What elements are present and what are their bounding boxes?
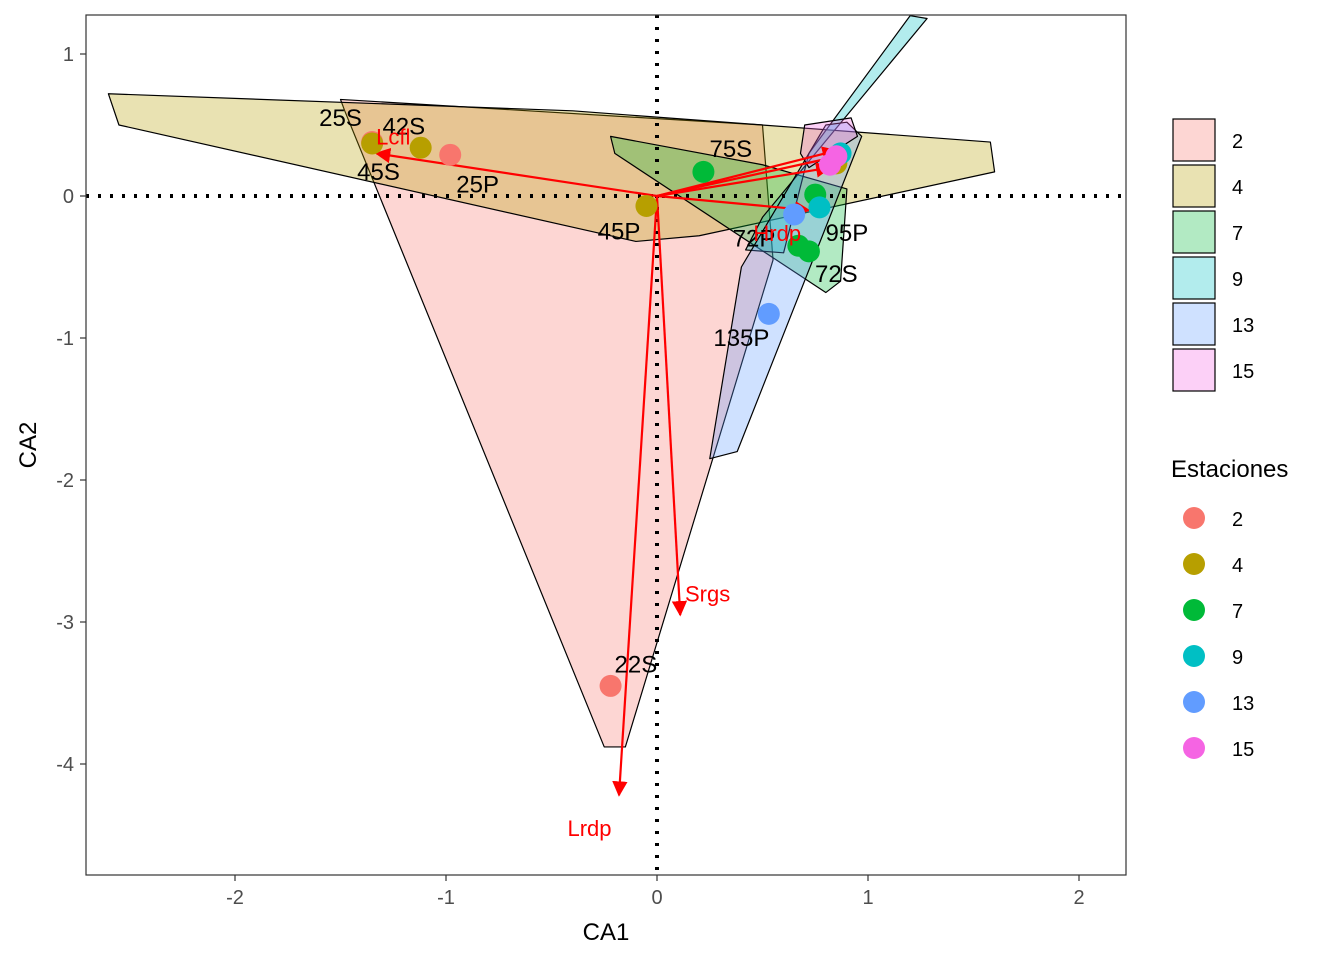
legend-color-label: 15 [1232,739,1254,761]
y-axis-title: CA2 [15,422,42,469]
legend-fill-key-13 [1172,302,1216,346]
legend-color-label: 9 [1232,647,1243,669]
arrow-label-lcfl: Lcfl [376,124,410,149]
legend-fill-key-15 [1172,348,1216,392]
point-group-13 [757,302,780,325]
legend-fill-key-4 [1172,164,1216,208]
legend-color-label: 7 [1232,601,1243,623]
hull-group-9 [745,15,928,254]
legend-fill-label: 13 [1232,315,1254,337]
legend-fill-key-9 [1172,256,1216,300]
y-tick-label: -4 [56,754,74,776]
point-label: 75S [709,136,752,163]
point-group-9 [808,196,831,219]
legend-fill-key-2 [1172,118,1216,162]
y-tick-label: -2 [56,470,74,492]
arrow-unlabeled-6 [656,151,840,198]
point-group-4 [635,194,658,217]
point-label: 45P [598,219,641,246]
x-tick-label: 2 [1073,887,1084,909]
x-tick-label: 0 [651,887,662,909]
point-label: 72P [733,226,776,253]
point-group-13 [783,203,806,226]
x-tick-label: -2 [226,887,244,909]
legend-fill-label: 4 [1232,177,1243,199]
arrow-lrdp [612,195,659,797]
plot-border [85,14,1127,876]
legend-color-key-9 [1183,645,1205,667]
point-label: 72S [815,261,858,288]
y-tick-label: -1 [56,328,74,350]
legend-fill-key-7 [1172,210,1216,254]
group-hulls [107,15,996,748]
variable-arrows [374,146,840,797]
y-tick-label: 1 [63,44,74,66]
point-group-15 [819,153,842,176]
y-tick-label: 0 [63,186,74,208]
legend-color-label: 13 [1232,693,1254,715]
arrow-unlabeled-5 [656,162,832,198]
arrow-lcfl [374,147,658,198]
point-label: 42S [382,113,425,140]
color-legend: Estaciones 2 4 7 9 13 15 [1171,456,1288,761]
point-group-7 [797,240,820,263]
x-tick-label: 1 [862,887,873,909]
legend-color-key-2 [1183,507,1205,529]
legend-color-key-13 [1183,691,1205,713]
legend-color-label: 4 [1232,555,1243,577]
point-group-7 [692,160,715,183]
point-group-4 [361,132,384,155]
legend-fill-label: 9 [1232,269,1243,291]
axes: -2 -1 0 1 2 1 0 -1 -2 -3 -4 [56,44,1084,909]
legend-fill-label: 15 [1232,361,1254,383]
data-points [361,131,852,697]
arrow-label-srgs: Srgs [685,582,730,607]
arrow-hrdp [656,194,811,217]
arrow-srgs [655,195,688,617]
legend-title: Estaciones [1171,456,1288,483]
arrow-label-hrdp: Hrdp [753,221,801,246]
x-tick-label: -1 [437,887,455,909]
legend-fill-label: 7 [1232,223,1243,245]
reference-lines [86,15,1126,875]
legend-color-key-7 [1183,599,1205,621]
fill-legend: 2 4 7 9 13 15 [1172,118,1254,392]
point-group-2 [599,674,622,697]
point-group-2 [439,143,462,166]
arrow-labels: Lcfl Hrdp Srgs Lrdp [376,124,801,841]
point-group-4 [409,136,432,159]
y-tick-label: -3 [56,612,74,634]
point-labels: 25S 42S 45S 25P 45P 75S 72P 95P 72S 135P 22S [319,105,868,679]
x-axis-title: CA1 [583,919,630,946]
arrow-label-lrdp: Lrdp [567,816,611,841]
legend-color-label: 2 [1232,509,1243,531]
point-label: 22S [615,652,658,679]
legend-color-key-4 [1183,553,1205,575]
point-label: 45S [357,159,400,186]
point-label: 25P [456,172,499,199]
legend-color-key-15 [1183,737,1205,759]
point-label: 135P [713,325,769,352]
point-label: 95P [826,220,869,247]
legend-fill-label: 2 [1232,131,1243,153]
point-label: 25S [319,105,362,132]
